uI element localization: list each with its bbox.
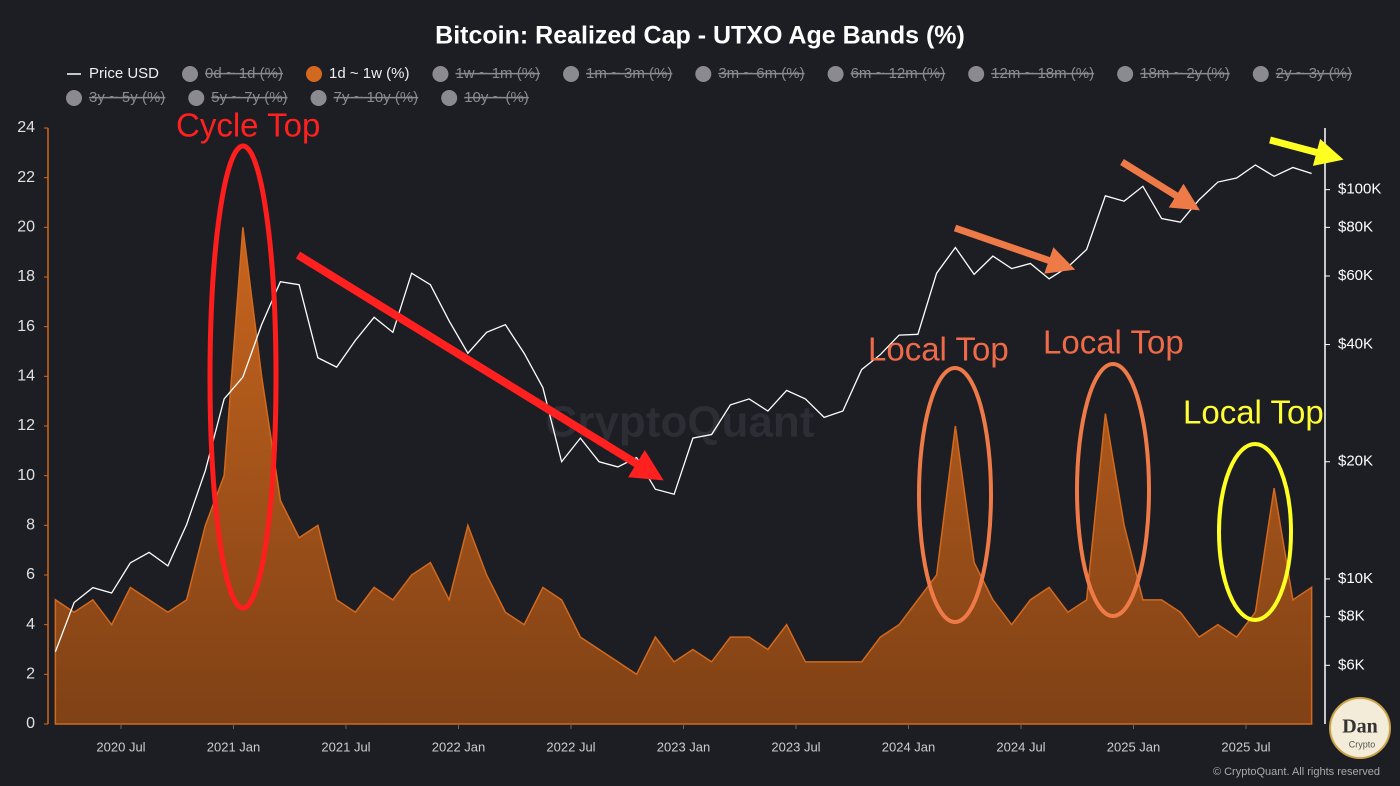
logo-text: Dan <box>1342 716 1378 738</box>
legend-swatch <box>968 66 985 82</box>
y-tick-label: 24 <box>17 119 35 136</box>
annotation: Local Top <box>868 331 1009 368</box>
legend-item[interactable]: 1m ~ 3m (%) <box>563 65 672 82</box>
y-tick-label: 22 <box>17 169 35 186</box>
y2-tick-label: $6K <box>1338 656 1365 673</box>
legend-label: 3y ~ 5y (%) <box>89 89 165 106</box>
legend-item[interactable]: 1w ~ 1m (%) <box>432 65 540 82</box>
annotation: Cycle Top <box>176 107 320 144</box>
y-tick-label: 2 <box>26 666 35 683</box>
legend-label: 1m ~ 3m (%) <box>586 65 672 82</box>
y2-tick-label: $60K <box>1338 267 1373 284</box>
legend-label: 2y ~ 3y (%) <box>1276 65 1352 82</box>
legend-label: 0d ~ 1d (%) <box>205 65 283 82</box>
legend-item[interactable]: 7y ~ 10y (%) <box>310 89 419 106</box>
legend-label: 6m ~ 12m (%) <box>851 65 946 82</box>
arrow <box>1120 159 1200 211</box>
area <box>54 227 1313 725</box>
x-tick-label: 2025 Jan <box>1107 739 1161 754</box>
y2-tick-label: $40K <box>1338 336 1373 353</box>
legend-label: 1d ~ 1w (%) <box>329 65 409 82</box>
x-tick-label: 2022 Jul <box>546 739 595 754</box>
highlight-ellipse <box>207 143 279 611</box>
legend-label: 3m ~ 6m (%) <box>718 65 804 82</box>
x-tick-label: 2025 Jul <box>1221 739 1270 754</box>
x-tick-label: 2024 Jan <box>882 739 936 754</box>
x-tick-label: 2023 Jul <box>771 739 820 754</box>
legend-label: 10y ~ (%) <box>464 89 529 106</box>
y2-tick-label: $100K <box>1338 181 1381 198</box>
legend-swatch <box>1117 66 1134 82</box>
legend-label: 18m ~ 2y (%) <box>1140 65 1230 82</box>
legend: Price USD 0d ~ 1d (%) 1d ~ 1w (%) 1w ~ 1m (… <box>66 65 1352 106</box>
logo-text: Crypto <box>1349 739 1376 749</box>
y-tick-label: 6 <box>26 566 35 583</box>
y2-tick-label: $10K <box>1338 570 1373 587</box>
arrow <box>1269 136 1344 166</box>
legend-swatch <box>441 90 458 106</box>
x-tick-label: 2024 Jul <box>996 739 1045 754</box>
arrow <box>953 224 1076 274</box>
legend-item[interactable]: 6m ~ 12m (%) <box>827 65 946 82</box>
y-tick-label: 20 <box>17 219 35 236</box>
legend-swatch <box>563 66 580 82</box>
highlight-ellipse <box>917 366 993 624</box>
logo <box>1329 697 1391 759</box>
y-tick-label: 14 <box>17 368 35 385</box>
legend-item[interactable]: 2y ~ 3y (%) <box>1252 65 1352 82</box>
price-line <box>54 164 1312 652</box>
plot-area <box>54 164 1313 725</box>
legend-label: 1w ~ 1m (%) <box>455 65 540 82</box>
legend-item[interactable]: 3y ~ 5y (%) <box>66 89 165 106</box>
footer: © CryptoQuant. All rights reserved <box>1213 766 1380 778</box>
annotation: Local Top <box>1183 394 1324 431</box>
legend-swatch <box>305 66 322 82</box>
watermark: CryptoQuant <box>546 398 815 447</box>
legend-item[interactable]: 10y ~ (%) <box>441 89 529 106</box>
x-tick-label: 2021 Jul <box>321 739 370 754</box>
annotation: Local Top <box>1043 324 1184 361</box>
y-tick-label: 8 <box>26 517 35 534</box>
legend-swatch <box>66 90 82 106</box>
legend-item[interactable]: 12m ~ 18m (%) <box>968 65 1094 82</box>
legend-item[interactable]: 1d ~ 1w (%) <box>305 65 409 82</box>
x-tick-label: 2022 Jan <box>432 739 486 754</box>
y2-tick-label: $8K <box>1338 608 1365 625</box>
chart-title: Bitcoin: Realized Cap - UTXO Age Bands (… <box>435 22 965 50</box>
legend-swatch <box>188 90 205 106</box>
legend-item[interactable]: Price USD <box>67 65 159 82</box>
highlight-ellipse <box>1075 362 1151 618</box>
highlight-ellipse <box>1217 442 1293 622</box>
arrow <box>295 251 664 481</box>
legend-swatch <box>310 90 327 106</box>
legend-item[interactable]: 3m ~ 6m (%) <box>695 65 805 82</box>
legend-label: 12m ~ 18m (%) <box>991 65 1094 82</box>
y-tick-label: 0 <box>26 715 35 732</box>
x-tick-label: 2021 Jan <box>207 739 261 754</box>
legend-label: 7y ~ 10y (%) <box>334 89 419 106</box>
y-tick-label: 10 <box>17 467 35 484</box>
legend-swatch <box>432 66 449 82</box>
legend-swatch <box>1252 66 1269 82</box>
legend-item[interactable]: 0d ~ 1d (%) <box>182 65 283 82</box>
y-tick-label: 4 <box>26 616 35 633</box>
y-tick-label: 18 <box>17 268 35 285</box>
legend-item[interactable]: 5y ~ 7y (%) <box>188 89 288 106</box>
y2-tick-label: $80K <box>1338 218 1373 235</box>
x-tick-label: 2023 Jan <box>657 739 711 754</box>
legend-label: Price USD <box>89 65 159 82</box>
legend-swatch <box>827 66 844 82</box>
legend-item[interactable]: 18m ~ 2y (%) <box>1117 65 1230 82</box>
y-tick-label: 16 <box>17 318 35 335</box>
legend-swatch <box>182 66 199 82</box>
y-tick-label: 12 <box>17 417 35 434</box>
legend-label: 5y ~ 7y (%) <box>211 89 287 106</box>
x-tick-label: 2020 Jul <box>96 739 145 754</box>
y2-tick-label: $20K <box>1338 453 1373 470</box>
legend-swatch <box>695 66 712 82</box>
